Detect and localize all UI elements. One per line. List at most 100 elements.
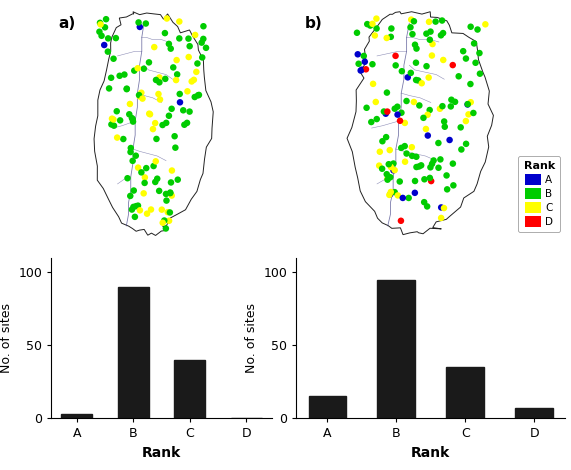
Point (461, 55, 471, 63)
Point (175, 18, 184, 25)
Point (393, 192, 403, 199)
Bar (62, 414, 93, 418)
Point (152, 135, 161, 143)
Point (428, 160, 437, 168)
Point (398, 194, 407, 202)
Point (368, 80, 377, 87)
Point (155, 74, 164, 81)
Point (439, 29, 448, 37)
Point (353, 51, 363, 58)
Point (131, 203, 140, 210)
Point (135, 93, 144, 100)
Point (175, 35, 184, 42)
Bar (447, 367, 484, 418)
Point (387, 25, 396, 32)
Point (385, 191, 394, 199)
Polygon shape (94, 12, 213, 235)
Point (133, 64, 142, 72)
Point (412, 45, 421, 52)
Point (421, 125, 431, 133)
Point (446, 102, 455, 110)
Point (409, 98, 419, 106)
Point (184, 35, 193, 42)
Point (383, 89, 392, 96)
Point (160, 75, 170, 83)
Point (190, 93, 199, 101)
Point (372, 25, 381, 32)
Point (97, 32, 106, 39)
Point (110, 122, 119, 129)
Point (424, 18, 433, 25)
Point (146, 206, 155, 213)
Point (372, 115, 381, 123)
Point (198, 54, 207, 61)
Point (440, 204, 449, 212)
Point (202, 44, 211, 52)
Point (162, 197, 171, 204)
Point (368, 20, 377, 28)
Point (391, 62, 400, 69)
Point (386, 190, 395, 198)
Point (402, 97, 411, 105)
Point (112, 134, 122, 141)
Point (131, 152, 140, 159)
Point (175, 90, 184, 98)
Bar (174, 360, 206, 418)
Polygon shape (347, 12, 493, 235)
Point (143, 210, 152, 218)
Point (370, 31, 379, 39)
Point (172, 70, 182, 78)
Point (386, 33, 395, 40)
Point (354, 60, 363, 68)
Point (168, 63, 178, 71)
Point (466, 98, 475, 106)
Point (469, 39, 478, 47)
Point (142, 164, 151, 172)
Point (457, 146, 466, 153)
Point (107, 74, 116, 81)
Point (126, 100, 135, 108)
Point (109, 116, 118, 123)
Point (390, 188, 399, 196)
Point (409, 17, 419, 25)
Point (403, 74, 412, 81)
Point (439, 56, 448, 64)
Point (454, 72, 463, 80)
Point (448, 160, 457, 167)
Point (434, 139, 443, 147)
Point (357, 66, 367, 73)
Point (427, 177, 436, 185)
Point (155, 96, 164, 103)
Point (436, 156, 445, 163)
Point (375, 148, 384, 156)
Point (135, 91, 144, 99)
Point (424, 74, 433, 81)
Point (447, 96, 456, 103)
Point (192, 68, 201, 76)
Point (146, 110, 155, 118)
Point (172, 56, 181, 64)
Point (171, 144, 180, 151)
Point (128, 115, 137, 123)
Point (194, 91, 203, 99)
Point (96, 21, 105, 28)
Point (352, 29, 361, 37)
Point (122, 86, 131, 93)
Point (385, 146, 395, 154)
Y-axis label: No. of sites: No. of sites (245, 303, 258, 373)
Point (119, 135, 128, 143)
Point (140, 174, 150, 181)
Point (417, 162, 426, 169)
Point (184, 53, 193, 61)
Point (95, 19, 104, 27)
Point (473, 26, 482, 33)
Point (377, 165, 387, 172)
X-axis label: Rank: Rank (411, 446, 451, 460)
Point (461, 118, 471, 125)
Point (128, 118, 138, 125)
Point (137, 89, 146, 96)
Point (463, 101, 472, 108)
Point (383, 176, 392, 183)
Point (100, 41, 109, 49)
Point (171, 76, 180, 84)
